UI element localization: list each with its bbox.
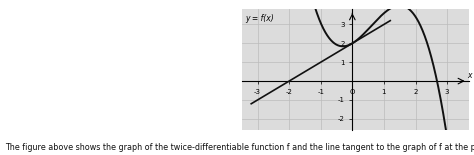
- Text: x: x: [467, 71, 472, 80]
- Text: The figure above shows the graph of the twice-differentiable function f and the : The figure above shows the graph of the …: [5, 143, 474, 152]
- Text: y = f(x): y = f(x): [245, 14, 273, 23]
